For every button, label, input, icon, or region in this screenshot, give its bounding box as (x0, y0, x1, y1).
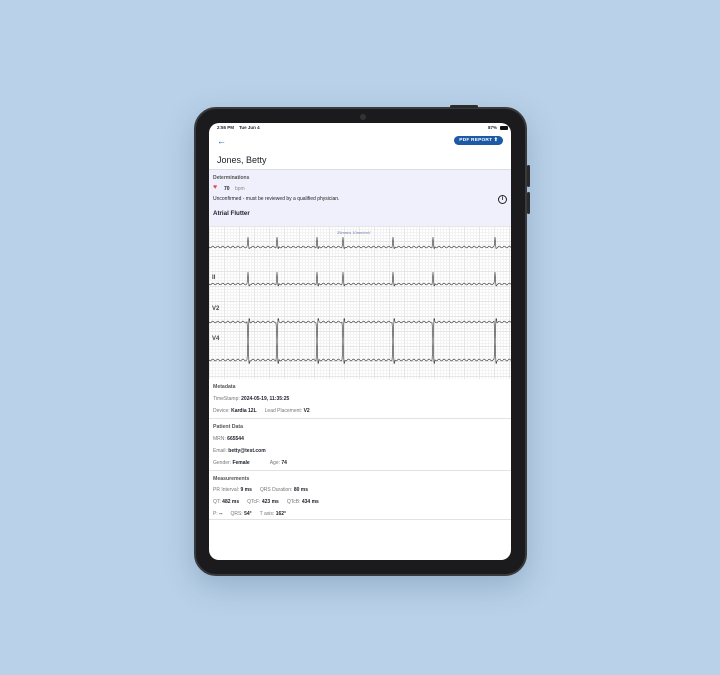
lead-label-v2: V2 (212, 306, 220, 312)
qtcf-value: 423 ms (261, 499, 279, 505)
email-label: Email: (213, 448, 227, 454)
metadata-title: Metadata (213, 384, 236, 390)
gender-value: Female (232, 460, 250, 466)
measurements-title: Measurements (213, 476, 250, 482)
ecg-trace-v4 (209, 337, 511, 364)
battery-icon (500, 126, 508, 130)
mrn-row: MRN: 665544 (213, 436, 252, 442)
qrs-duration-value: 80 ms (293, 487, 309, 493)
email-row: Email: betty@test.com (213, 448, 274, 454)
lead-placement-label: Lead Placement: (264, 408, 303, 414)
timestamp-row: TimeStamp: 2024-05-19, 11:35:25 (213, 396, 297, 402)
app-screen: 2:55 PM Tue Jun 4 87% ← PDF REPORT ⬆ Jon… (209, 123, 511, 560)
metadata-section: Metadata TimeStamp: 2024-05-19, 11:35:25… (209, 379, 511, 419)
t-axis-label: T axis: (259, 511, 275, 517)
lead-label-ii: II (212, 275, 216, 281)
gender-label: Gender: (213, 460, 232, 466)
qt-value: 482 ms (222, 499, 240, 505)
camera (360, 114, 366, 120)
qtcf-label: QTcF: (247, 499, 261, 505)
ecg-trace-ii (209, 271, 511, 287)
status-time: 2:55 PM (217, 125, 235, 130)
ecg-waveforms (209, 236, 511, 364)
patient-data-title: Patient Data (213, 424, 243, 430)
t-axis-value: 162° (275, 511, 287, 517)
ecg-strip: 25mm/s 10mm/mV II V2 V4 (209, 226, 511, 379)
ecg-trace-i (209, 236, 511, 249)
timestamp-value: 2024-05-19, 11:35:25 (241, 396, 290, 402)
measurements-row-1: PR Interval: 9 ms QRS Duration: 80 ms (213, 487, 316, 493)
determinations-panel: Determinations ♥ 70 bpm Unconfirmed - mu… (209, 169, 511, 226)
qtcb-label: QTcB: (286, 499, 301, 505)
measurements-row-2: QT: 482 ms QTcF: 423 ms QTcB: 434 ms (213, 499, 327, 505)
pr-label: PR Interval: (213, 487, 240, 493)
timestamp-label: TimeStamp: (213, 396, 240, 402)
arrow-left-icon[interactable]: ← (217, 136, 226, 146)
heart-icon: ♥ (213, 184, 218, 191)
age-label: Age: (269, 460, 280, 466)
lead-placement-value: V2 (303, 408, 310, 414)
patient-name: Jones, Betty (217, 155, 267, 165)
gender-age-row: Gender: Female Age: 74 (213, 460, 295, 466)
lead-label-v4: V4 (212, 336, 220, 342)
review-note: Unconfirmed - must be reviewed by a qual… (213, 196, 340, 202)
mrn-value: 665544 (227, 436, 244, 442)
determinations-title: Determinations (213, 175, 250, 181)
volume-down-button (527, 192, 530, 214)
pr-value: 9 ms (240, 487, 252, 493)
heart-rate-unit: bpm (235, 186, 245, 192)
measurements-section: Measurements PR Interval: 9 ms QRS Durati… (209, 471, 511, 520)
heart-rate: 70 (224, 186, 230, 192)
qrs-axis-label: QRS: (230, 511, 243, 517)
power-button (450, 105, 478, 108)
mrn-label: MRN: (213, 436, 226, 442)
email-value: betty@test.com (228, 448, 266, 454)
qtcb-value: 434 ms (301, 499, 319, 505)
measurements-row-3: P: -- QRS: 54° T axis: 162° (213, 511, 294, 517)
status-battery: 87% (487, 125, 497, 130)
volume-up-button (527, 165, 530, 187)
pdf-report-button[interactable]: PDF REPORT ⬆ (454, 136, 503, 145)
patient-data-section: Patient Data MRN: 665544 Email: betty@te… (209, 419, 511, 471)
diagnosis: Atrial Flutter (213, 210, 250, 217)
status-date: Tue Jun 4 (239, 125, 260, 130)
ecg-trace-v2 (209, 318, 511, 345)
qrs-duration-label: QRS Duration: (259, 487, 293, 493)
info-icon[interactable]: i (498, 195, 507, 204)
pdf-report-label: PDF REPORT (459, 138, 493, 143)
device-value: Kardia 12L (231, 408, 257, 414)
age-value: 74 (281, 460, 287, 466)
share-icon: ⬆ (493, 138, 498, 143)
device-row: Device: Kardia 12L Lead Placement: V2 (213, 408, 318, 414)
device-label: Device: (213, 408, 230, 414)
p-axis-label: P: (213, 511, 218, 517)
ecg-scale: 25mm/s 10mm/mV (337, 230, 371, 235)
qt-label: QT: (213, 499, 221, 505)
p-axis-value: -- (219, 511, 223, 517)
qrs-axis-value: 54° (244, 511, 252, 517)
